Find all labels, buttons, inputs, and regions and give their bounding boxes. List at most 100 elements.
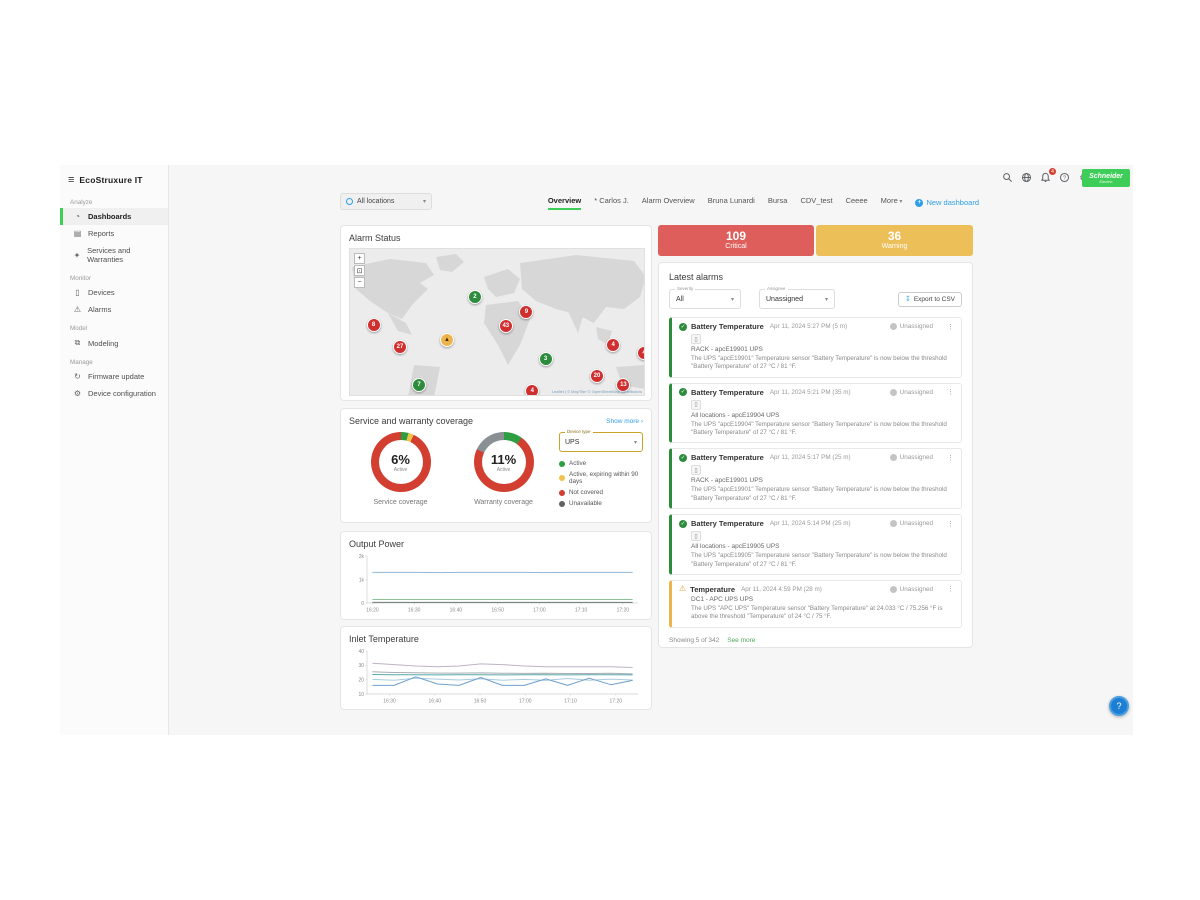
show-more-link[interactable]: Show more › bbox=[606, 417, 643, 425]
new-dashboard-button[interactable]: + New dashboard bbox=[915, 198, 979, 207]
map-controls: + ⊡ − bbox=[354, 253, 365, 288]
notifications-icon[interactable]: 4 bbox=[1039, 168, 1056, 184]
alarm-list-item[interactable]: ✓ Battery Temperature Apr 11, 2024 5:27 PM… bbox=[669, 317, 962, 378]
sidebar-item-reports[interactable]: ▤ Reports bbox=[60, 225, 168, 242]
sidebar-item-services-and-warranties[interactable]: ✦ Services and Warranties bbox=[60, 242, 168, 268]
sidebar-item-label: Alarms bbox=[88, 305, 112, 314]
globe-icon[interactable] bbox=[1020, 171, 1033, 184]
sidebar-item-modeling[interactable]: ⧉ Modeling bbox=[60, 334, 168, 352]
inlet-temperature-chart: 10 20 30 40 16:30 16:40 16:50 17:00 17:10 17:20 bbox=[358, 649, 638, 705]
critical-label: Critical bbox=[725, 243, 747, 251]
sidebar-item-device-configuration[interactable]: ⚙ Device configuration bbox=[60, 385, 168, 402]
map-marker-critical[interactable]: 20 bbox=[589, 369, 604, 384]
map-marker-ok[interactable]: 3 bbox=[538, 351, 553, 366]
alarm-item-header: ⚠ Temperature Apr 11, 2024 4:59 PM (28 m) U… bbox=[679, 585, 954, 594]
donut-ring: 6% Active bbox=[370, 432, 431, 492]
latest-alarms-title: Latest alarms bbox=[669, 272, 724, 282]
kebab-menu-icon[interactable]: ⋮ bbox=[947, 520, 954, 528]
map-marker-critical[interactable]: 4 bbox=[606, 338, 621, 353]
alarm-description: The UPS "apcE19901" Temperature sensor "… bbox=[691, 355, 947, 371]
ups-device-icon[interactable]: ▯ bbox=[691, 399, 701, 410]
world-map[interactable]: +⊡− 2 9 43 8 27 3 4 4 7 20 13 4 Leaflet | © MapTile… bbox=[349, 248, 645, 396]
map-marker-ok[interactable]: 7 bbox=[412, 377, 427, 392]
donut-percentage: 6% bbox=[391, 451, 410, 467]
critical-alarms-card[interactable]: 109 Critical bbox=[658, 225, 814, 256]
tab-bursa[interactable]: Bursa bbox=[767, 195, 788, 205]
ups-device-icon[interactable]: ▯ bbox=[691, 334, 701, 344]
inlet-temperature-card: Inlet Temperature 10 20 30 40 16:30 16:40 16:5… bbox=[340, 626, 652, 710]
severity-filter-value: All bbox=[676, 295, 684, 303]
map-marker-critical[interactable]: 13 bbox=[616, 377, 631, 392]
map-marker-critical[interactable]: 27 bbox=[392, 339, 407, 354]
device-type-select[interactable]: Device type UPS ▾ bbox=[559, 429, 643, 452]
see-more-link[interactable]: See more bbox=[727, 636, 756, 644]
warning-alarms-card[interactable]: 36 Warning bbox=[816, 225, 973, 256]
legend-label: Not covered bbox=[569, 489, 603, 496]
assignee-filter[interactable]: Assignee Unassigned ▾ bbox=[759, 286, 835, 309]
ups-device-icon[interactable]: ▯ bbox=[691, 465, 701, 476]
svg-text:17:20: 17:20 bbox=[617, 608, 630, 614]
sidebar-item-firmware-update[interactable]: ↻ Firmware update bbox=[60, 368, 168, 385]
map-marker-ok[interactable]: 2 bbox=[467, 290, 482, 305]
map-marker-critical[interactable]: 43 bbox=[498, 319, 513, 334]
config-icon: ⚙ bbox=[73, 389, 82, 398]
tab-cdv-test[interactable]: CDV_test bbox=[800, 195, 833, 205]
tab-alarm-overview[interactable]: Alarm Overview bbox=[641, 195, 695, 205]
severity-filter[interactable]: Severity All ▾ bbox=[669, 286, 741, 309]
map-marker-critical[interactable]: 8 bbox=[366, 317, 381, 332]
kebab-menu-icon[interactable]: ⋮ bbox=[947, 323, 954, 331]
tab-bruna-lunardi[interactable]: Bruna Lunardi bbox=[707, 195, 755, 205]
kebab-menu-icon[interactable]: ⋮ bbox=[947, 389, 954, 397]
alarm-timestamp: Apr 11, 2024 5:21 PM (35 m) bbox=[769, 388, 851, 396]
alarm-assignee: Unassigned bbox=[889, 454, 933, 462]
zoom-in-button[interactable]: + bbox=[354, 253, 365, 264]
location-selector[interactable]: All locations ▾ bbox=[340, 193, 432, 210]
assignee-avatar-icon bbox=[889, 585, 897, 593]
alarm-list-item[interactable]: ✓ Battery Temperature Apr 11, 2024 5:17 PM… bbox=[669, 448, 962, 510]
kebab-menu-icon[interactable]: ⋮ bbox=[947, 586, 954, 594]
legend-item: Not covered bbox=[559, 489, 643, 496]
help-icon[interactable]: ? bbox=[1058, 171, 1071, 184]
fit-bounds-button[interactable]: ⊡ bbox=[354, 265, 365, 276]
donut-ring: 11% Active bbox=[473, 432, 534, 492]
chevron-down-icon: ▾ bbox=[897, 198, 903, 205]
sidebar-section-label: Manage bbox=[70, 359, 93, 366]
map-marker-critical[interactable]: 4 bbox=[637, 345, 644, 360]
alarm-title: Battery Temperature bbox=[691, 453, 764, 463]
assignee-avatar-icon bbox=[889, 520, 897, 528]
help-fab-button[interactable]: ? bbox=[1109, 696, 1129, 716]
kebab-menu-icon[interactable]: ⋮ bbox=[947, 454, 954, 462]
search-icon[interactable] bbox=[1001, 171, 1014, 184]
sidebar-item-label: Devices bbox=[88, 288, 115, 297]
tab-more[interactable]: More ▾ bbox=[880, 195, 903, 205]
alarm-list-item[interactable]: ⚠ Temperature Apr 11, 2024 4:59 PM (28 m) U… bbox=[669, 579, 962, 628]
svg-text:17:10: 17:10 bbox=[575, 608, 588, 614]
dashboard-tabs: Overview * Carlos J. Alarm Overview Bruna L… bbox=[547, 193, 979, 212]
chevron-down-icon: ▾ bbox=[422, 199, 426, 205]
alarm-location: DC1 - APC UPS UPS bbox=[691, 595, 754, 603]
sidebar-item-devices[interactable]: ▯ Devices bbox=[60, 284, 168, 301]
map-attribution: Leaflet | © MapTiler © OpenStreetMap con… bbox=[551, 389, 642, 394]
alarm-list-item[interactable]: ✓ Battery Temperature Apr 11, 2024 5:21 PM… bbox=[669, 382, 962, 444]
sidebar-section-label: Monitor bbox=[70, 275, 91, 282]
tab-ceeee[interactable]: Ceeee bbox=[845, 195, 868, 205]
export-to-csv-button[interactable]: ↧ Export to CSV bbox=[897, 291, 962, 307]
device-type-label: Device type bbox=[565, 429, 593, 434]
map-marker-warning-pin[interactable] bbox=[440, 332, 455, 347]
ups-device-icon[interactable]: ▯ bbox=[691, 531, 701, 542]
zoom-out-button[interactable]: − bbox=[354, 277, 365, 288]
tab-overview[interactable]: Overview bbox=[547, 196, 582, 210]
alarm-description: The UPS "apcE19904" Temperature sensor "… bbox=[691, 420, 947, 437]
svg-text:16:20: 16:20 bbox=[366, 608, 379, 614]
alarm-list-item[interactable]: ✓ Battery Temperature Apr 11, 2024 5:14 PM… bbox=[669, 514, 962, 575]
sidebar: ≡ EcoStruxure IT Analyze ◔ Dashboards ▤ Repo… bbox=[60, 165, 169, 735]
schneider-electric-logo[interactable]: Schneider Electric bbox=[1082, 169, 1130, 187]
sidebar-item-dashboards[interactable]: ◔ Dashboards bbox=[60, 208, 168, 225]
map-marker-critical[interactable]: 9 bbox=[519, 304, 534, 319]
alarm-list: ✓ Battery Temperature Apr 11, 2024 5:27 PM… bbox=[669, 317, 962, 628]
tab--carlos-j-[interactable]: * Carlos J. bbox=[594, 195, 629, 205]
alarm-title: Temperature bbox=[690, 584, 736, 594]
sidebar-item-alarms[interactable]: ⚠ Alarms bbox=[60, 301, 168, 318]
map-marker-critical[interactable]: 4 bbox=[525, 383, 540, 395]
hamburger-menu-icon[interactable]: ≡ bbox=[68, 174, 75, 186]
